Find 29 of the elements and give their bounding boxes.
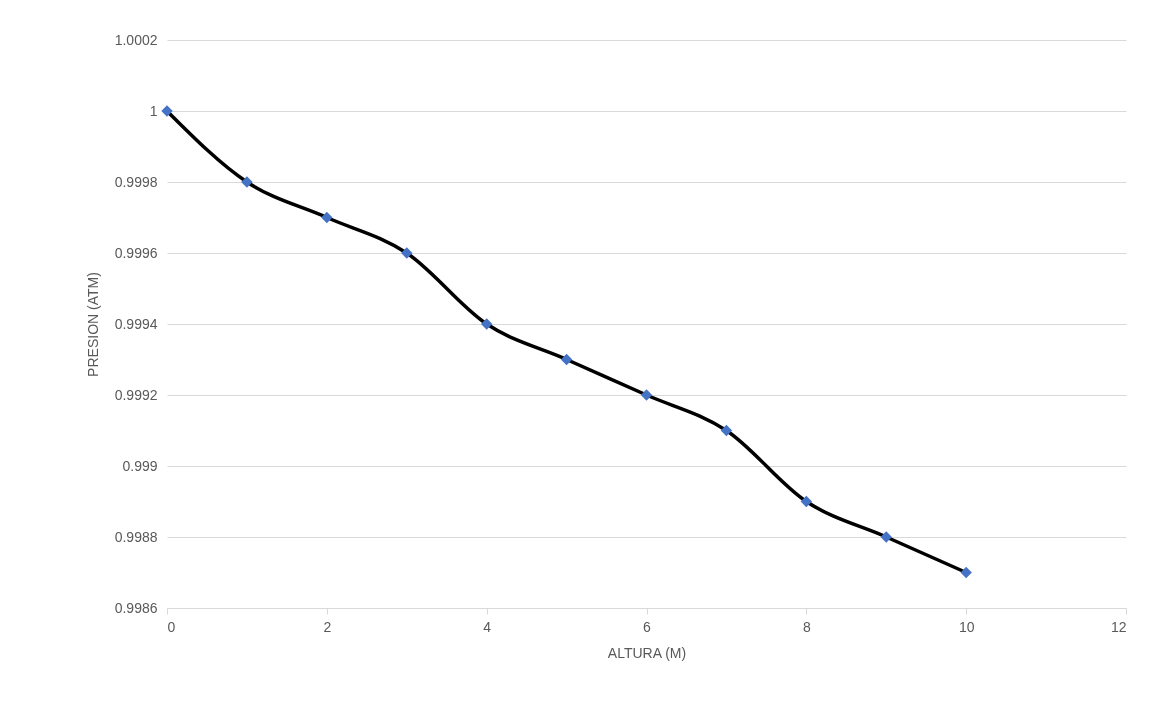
x-tick-label: 10: [958, 618, 975, 635]
y-tick-label: 1: [149, 102, 158, 119]
point: [960, 566, 972, 579]
y-tick-label: 1.0002: [114, 31, 158, 48]
x-tick-label: 4: [483, 618, 492, 635]
y-tick-label: 0.9992: [114, 386, 158, 403]
y-tick-label: 0.9988: [114, 528, 158, 545]
x-axis-title: ALTURA (M): [607, 644, 687, 661]
point: [321, 211, 333, 224]
x-tick-label: 0: [167, 618, 176, 635]
y-tick-label: 0.9994: [114, 315, 158, 332]
y-tick-label: 0.9996: [114, 244, 158, 261]
point: [401, 247, 413, 259]
point: [800, 495, 813, 508]
point: [720, 424, 733, 437]
y-tick-label: 0.999: [122, 457, 158, 474]
y-tick-label: 0.9986: [114, 599, 158, 616]
point: [880, 531, 892, 543]
y-axis-title: PRESION (ATM): [84, 272, 101, 377]
point: [560, 353, 573, 366]
y-tick-label: 0.9998: [114, 173, 158, 190]
x-tick-label: 6: [643, 618, 652, 635]
x-tick-label: 12: [1110, 618, 1127, 635]
point: [640, 389, 653, 401]
x-tick-label: 2: [323, 618, 332, 635]
x-tick-label: 8: [802, 618, 811, 635]
point: [480, 318, 493, 330]
point: [161, 105, 173, 117]
point: [241, 176, 253, 188]
